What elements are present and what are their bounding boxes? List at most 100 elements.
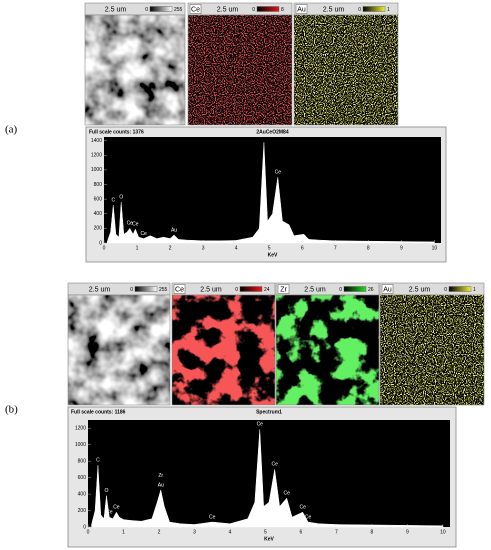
y-tick-label: 0 xyxy=(99,240,102,246)
y-tick-label: 600 xyxy=(94,196,103,202)
x-axis-label: KeV xyxy=(264,536,274,542)
image-noise xyxy=(85,15,185,125)
scale-max: 1 xyxy=(387,7,390,13)
scale-min: 0 xyxy=(444,287,447,293)
y-tick-label: 1200 xyxy=(91,153,102,159)
peak-label: O xyxy=(105,488,109,494)
color-scale xyxy=(134,286,158,292)
image-noise xyxy=(172,295,275,405)
image-frame xyxy=(293,14,399,126)
peak-label: O xyxy=(119,194,123,200)
image-noise xyxy=(380,295,484,405)
image-noise xyxy=(294,15,398,125)
image-frame xyxy=(67,294,171,406)
y-tick-label: 400 xyxy=(78,491,87,497)
x-tick-label: 9 xyxy=(406,529,409,535)
x-tick-label: 10 xyxy=(440,529,446,535)
scale-max: 8 xyxy=(281,7,284,13)
scale-max: 1 xyxy=(473,287,476,293)
element-label: Ce xyxy=(175,286,184,293)
scale-min: 0 xyxy=(252,7,255,13)
element-label: Au xyxy=(383,286,392,293)
peak-label: Ce xyxy=(132,221,139,227)
scale-label: 2.5 um xyxy=(409,286,431,293)
image-frame xyxy=(171,294,276,406)
scale-max: 24 xyxy=(264,287,270,293)
peak-label: Ce xyxy=(284,491,291,497)
peak-label: Ce xyxy=(275,170,282,176)
scale-min: 0 xyxy=(358,7,361,13)
element-box xyxy=(381,284,394,294)
x-tick-label: 7 xyxy=(335,529,338,535)
y-tick-label: 1000 xyxy=(75,442,86,448)
color-scale xyxy=(256,6,280,12)
y-tick-label: 800 xyxy=(78,458,87,464)
y-tick-label: 200 xyxy=(78,508,87,514)
peak-label: Ce xyxy=(271,462,278,468)
spectrum xyxy=(91,429,444,528)
color-scale xyxy=(149,6,173,12)
scale-max: 255 xyxy=(174,7,183,13)
scale-label: 2.5 um xyxy=(89,286,111,293)
y-tick-label: 600 xyxy=(78,475,87,481)
y-tick-label: 400 xyxy=(94,211,103,217)
x-tick-label: 3 xyxy=(202,245,205,251)
color-scale xyxy=(362,6,386,12)
x-tick-label: 0 xyxy=(103,245,106,251)
x-axis-label: KeV xyxy=(268,252,278,258)
scale-min: 0 xyxy=(235,287,238,293)
peak-label: Ce xyxy=(127,221,134,227)
chart-title: Spectrum1 xyxy=(256,409,282,415)
x-tick-label: 1 xyxy=(136,245,139,251)
peak-label: Ce xyxy=(113,505,120,511)
element-box xyxy=(173,284,186,294)
x-tick-label: 9 xyxy=(400,245,403,251)
y-tick-label: 1200 xyxy=(75,426,86,432)
peak-label: Ce xyxy=(140,231,147,237)
y-tick-label: 800 xyxy=(94,182,103,188)
peak-label: Ce xyxy=(209,514,216,520)
x-tick-label: 2 xyxy=(169,245,172,251)
x-tick-label: 4 xyxy=(229,529,232,535)
x-tick-label: 10 xyxy=(432,245,438,251)
color-scale xyxy=(448,286,472,292)
image-frame xyxy=(187,14,293,126)
scale-max: 26 xyxy=(368,287,374,293)
spectrum xyxy=(107,142,435,244)
scale-label: 2.5 um xyxy=(323,6,345,13)
image-frame xyxy=(84,14,186,126)
image-frame xyxy=(275,294,380,406)
panel-label: (b) xyxy=(5,404,18,416)
element-label: Au xyxy=(297,6,306,13)
x-tick-label: 8 xyxy=(371,529,374,535)
peak-label: Zr xyxy=(158,473,163,479)
scale-label: 2.5 um xyxy=(304,286,326,293)
x-tick-label: 3 xyxy=(193,529,196,535)
x-tick-label: 5 xyxy=(268,245,271,251)
peak-label: C xyxy=(111,197,115,203)
image-noise xyxy=(276,295,379,405)
image-noise xyxy=(188,15,292,125)
x-tick-label: 7 xyxy=(334,245,337,251)
peak-label: C xyxy=(96,458,100,464)
scale-min: 0 xyxy=(145,7,148,13)
peak-label: Ce xyxy=(305,514,312,520)
element-label: Ce xyxy=(191,6,200,13)
chart-header: Full scale counts: 1376 xyxy=(89,129,144,135)
peak-label: Au xyxy=(171,227,177,233)
scale-min: 0 xyxy=(130,287,133,293)
color-scale xyxy=(343,286,367,292)
scale-label: 2.5 um xyxy=(200,286,222,293)
y-tick-label: 200 xyxy=(94,226,103,232)
color-scale xyxy=(239,286,263,292)
y-tick-label: 1400 xyxy=(91,138,102,144)
peak-label: Au xyxy=(158,482,164,488)
x-tick-label: 4 xyxy=(235,245,238,251)
peak-label: Ce xyxy=(257,422,264,428)
x-tick-label: 2 xyxy=(158,529,161,535)
y-tick-label: 0 xyxy=(83,524,86,530)
x-tick-label: 1 xyxy=(122,529,125,535)
element-box xyxy=(295,4,308,14)
x-tick-label: 5 xyxy=(264,529,267,535)
scale-min: 0 xyxy=(339,287,342,293)
